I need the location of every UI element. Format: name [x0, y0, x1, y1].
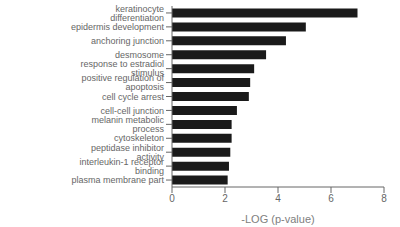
svg-text:0: 0: [169, 193, 175, 204]
svg-text:8: 8: [381, 193, 387, 204]
svg-text:6: 6: [328, 193, 334, 204]
svg-text:cell cycle arrest: cell cycle arrest: [102, 92, 165, 102]
svg-text:-LOG (p-value): -LOG (p-value): [241, 213, 314, 225]
svg-text:positive regulation ofapoptosi: positive regulation ofapoptosis: [81, 73, 164, 92]
svg-text:plasma membrane part: plasma membrane part: [71, 175, 164, 185]
svg-text:epidermis development: epidermis development: [71, 22, 165, 32]
svg-text:melanin metabolicprocess: melanin metabolicprocess: [91, 115, 164, 134]
svg-text:keratinocytedifferentiation: keratinocytedifferentiation: [110, 4, 164, 23]
svg-text:interleukin-1 receptorbinding: interleukin-1 receptorbinding: [79, 157, 164, 176]
svg-text:anchoring junction: anchoring junction: [91, 36, 164, 46]
svg-text:4: 4: [275, 193, 281, 204]
svg-text:2: 2: [222, 193, 228, 204]
